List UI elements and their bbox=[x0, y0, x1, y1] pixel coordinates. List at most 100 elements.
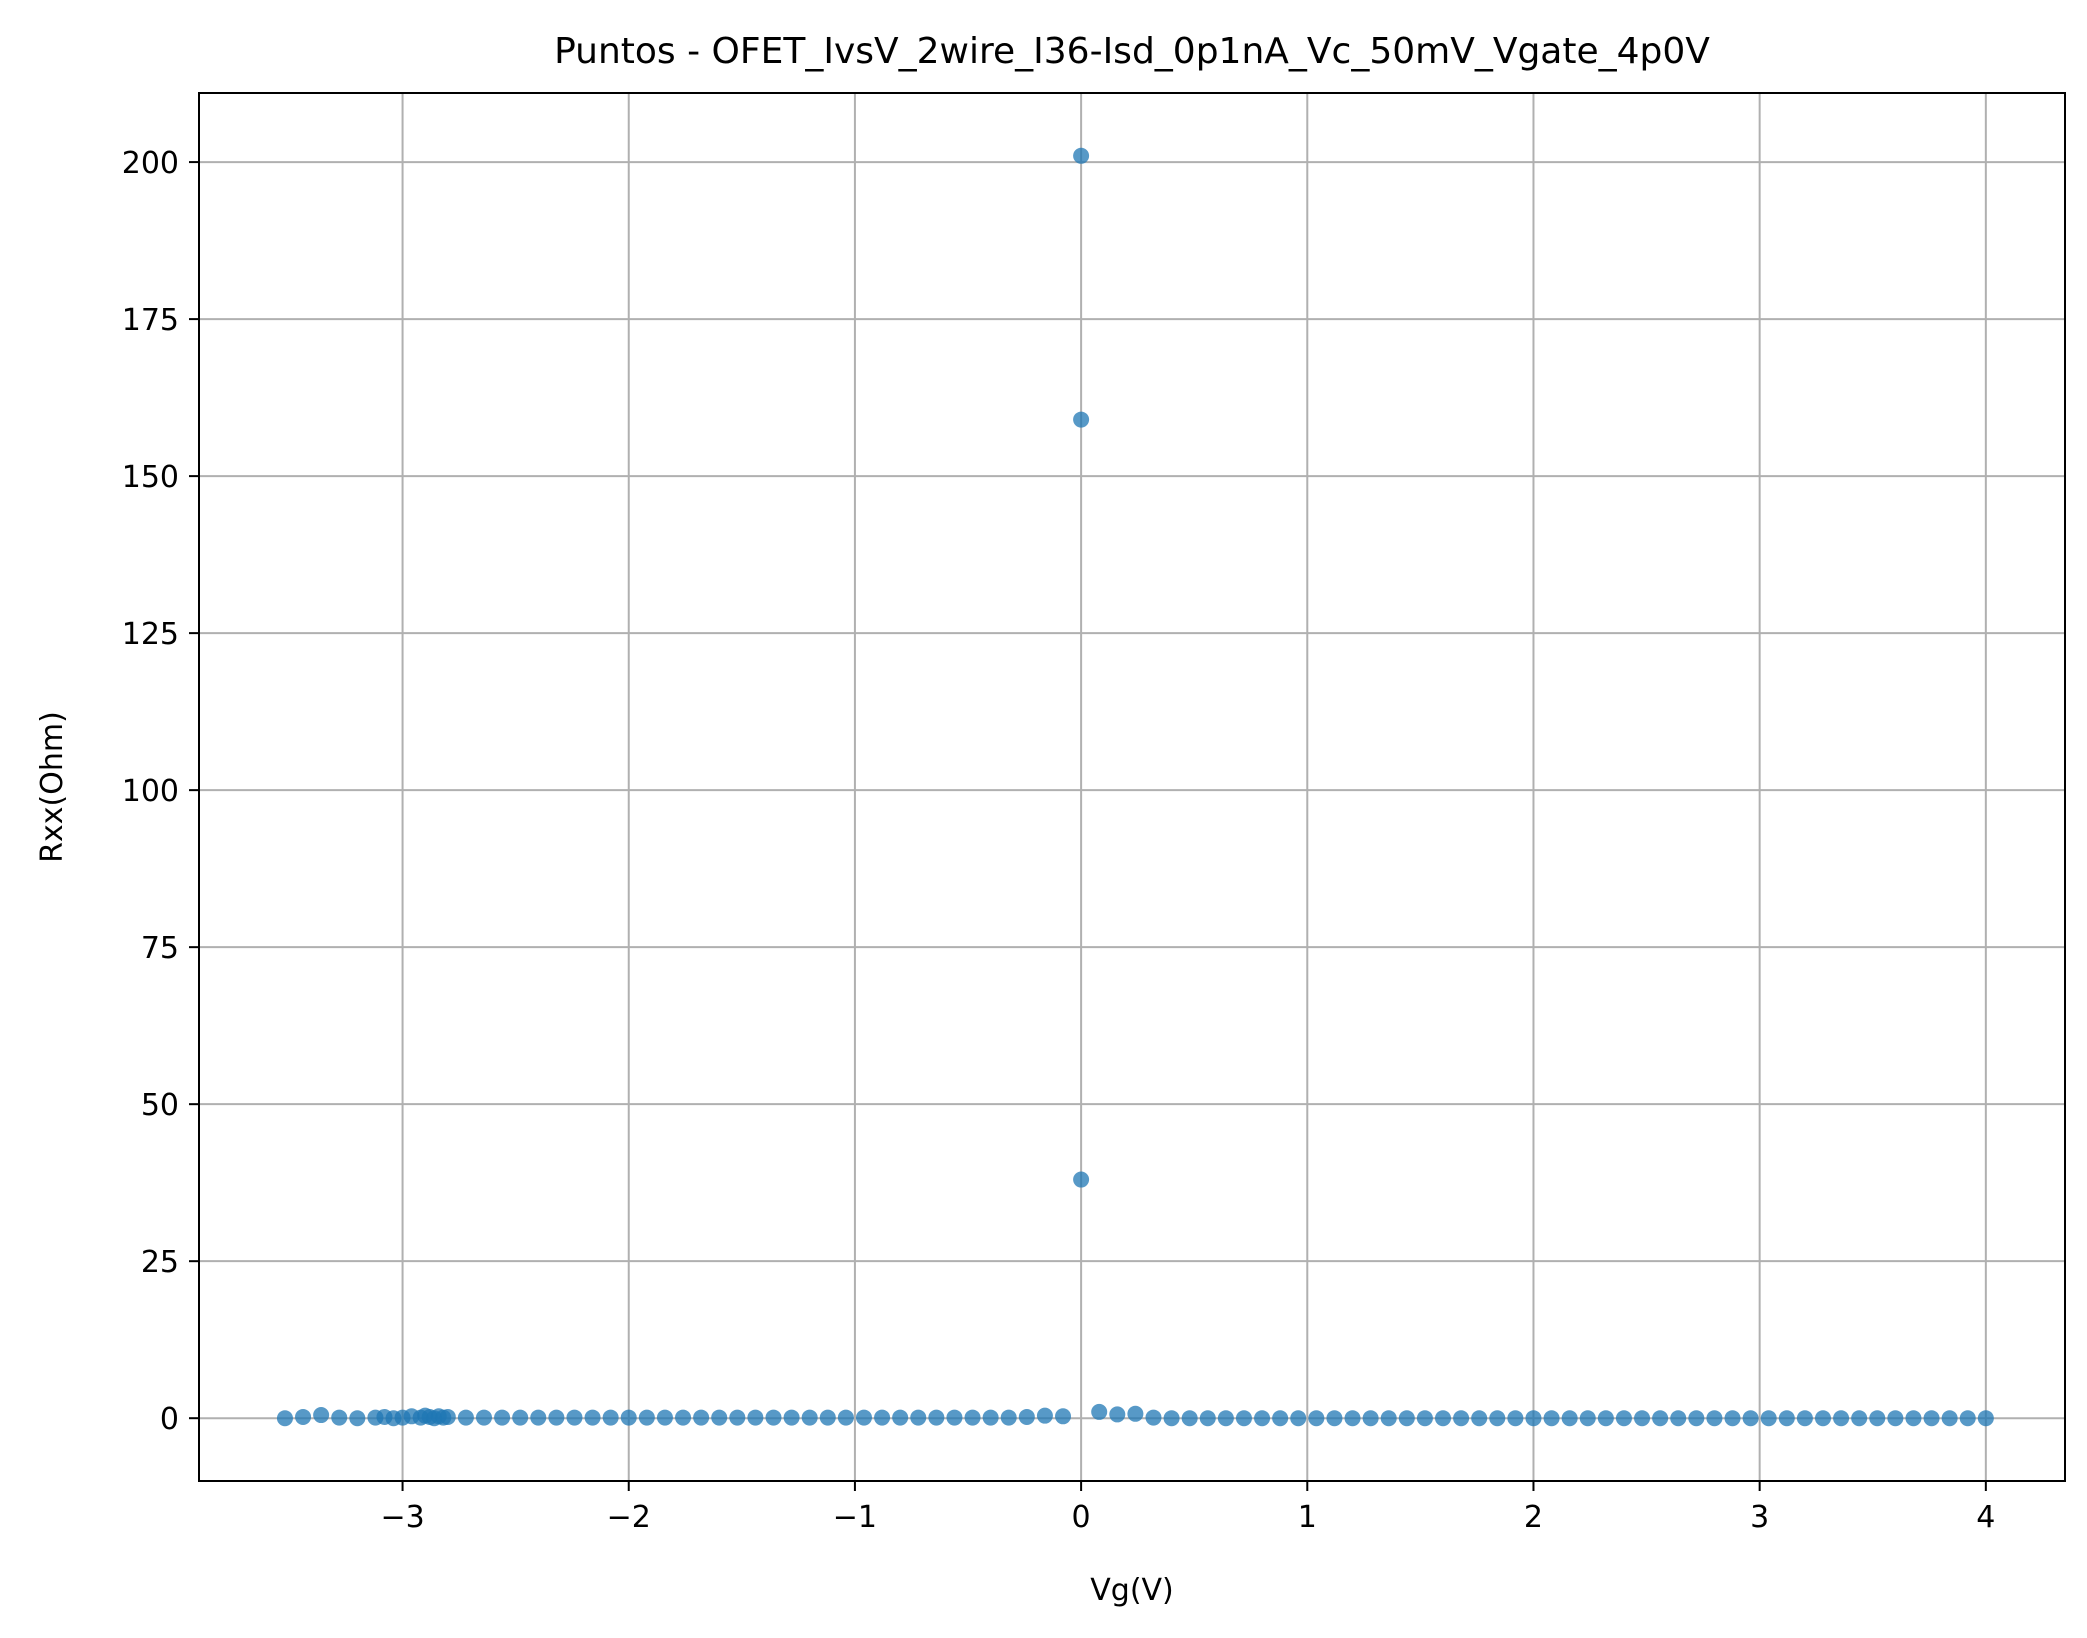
data-point bbox=[295, 1408, 312, 1425]
x-tick-label: 2 bbox=[1524, 1500, 1543, 1535]
data-point bbox=[475, 1409, 492, 1426]
data-point bbox=[1091, 1403, 1108, 1420]
x-axis-ticks: −3 −2 −1 0 1 2 3 4 bbox=[380, 1481, 1995, 1535]
data-point bbox=[910, 1409, 927, 1426]
grid-lines bbox=[199, 93, 2065, 1481]
data-point bbox=[693, 1409, 710, 1426]
data-point bbox=[1561, 1410, 1578, 1427]
y-axis-label: Rxx(Ohm) bbox=[35, 711, 70, 863]
y-tick-label: 0 bbox=[160, 1402, 179, 1437]
data-point bbox=[1000, 1409, 1017, 1426]
data-point bbox=[783, 1409, 800, 1426]
data-point bbox=[1435, 1410, 1451, 1427]
data-point bbox=[819, 1409, 836, 1426]
data-point bbox=[1525, 1410, 1542, 1427]
data-point bbox=[1923, 1410, 1940, 1427]
plot-frame bbox=[198, 92, 2066, 1482]
y-tick-label: 50 bbox=[141, 1088, 179, 1123]
data-point bbox=[1109, 1406, 1126, 1423]
data-point bbox=[1833, 1410, 1850, 1427]
y-tick-label: 200 bbox=[122, 146, 179, 181]
data-point bbox=[1181, 1410, 1198, 1427]
data-point bbox=[1869, 1410, 1886, 1427]
data-point bbox=[1308, 1410, 1325, 1427]
data-point bbox=[964, 1409, 981, 1426]
data-point bbox=[1036, 1407, 1053, 1424]
data-point bbox=[1471, 1410, 1488, 1427]
data-point bbox=[1235, 1410, 1252, 1427]
data-point bbox=[584, 1409, 601, 1426]
data-point bbox=[1055, 1408, 1072, 1425]
data-point bbox=[620, 1409, 637, 1426]
data-point bbox=[675, 1409, 692, 1426]
data-point bbox=[874, 1409, 891, 1426]
data-point bbox=[1597, 1410, 1614, 1427]
y-tick-label: 25 bbox=[141, 1245, 179, 1280]
y-tick-label: 75 bbox=[141, 931, 179, 966]
x-tick-label: 1 bbox=[1298, 1500, 1317, 1535]
data-point bbox=[765, 1409, 782, 1426]
data-point bbox=[1489, 1410, 1506, 1427]
data-point bbox=[1398, 1410, 1415, 1427]
data-point bbox=[1778, 1410, 1795, 1427]
x-tick-label: −1 bbox=[833, 1500, 877, 1535]
data-point bbox=[1670, 1410, 1687, 1427]
y-tick-label: 100 bbox=[122, 774, 179, 809]
data-point bbox=[1018, 1408, 1035, 1425]
data-point bbox=[530, 1409, 547, 1426]
data-point bbox=[1959, 1410, 1976, 1427]
data-point bbox=[1362, 1410, 1379, 1427]
data-point bbox=[1706, 1410, 1723, 1427]
data-point bbox=[747, 1409, 764, 1426]
data-point bbox=[1760, 1410, 1777, 1427]
x-axis-label: Vg(V) bbox=[1090, 1573, 1174, 1608]
data-point bbox=[1688, 1410, 1705, 1427]
data-point bbox=[1254, 1410, 1271, 1427]
data-point bbox=[1127, 1405, 1144, 1422]
data-point bbox=[1199, 1410, 1216, 1427]
y-tick-label: 125 bbox=[122, 617, 179, 652]
data-point bbox=[512, 1409, 529, 1426]
data-point bbox=[1073, 1171, 1090, 1188]
data-point bbox=[855, 1409, 872, 1426]
x-tick-label: 3 bbox=[1750, 1500, 1769, 1535]
data-point bbox=[1579, 1410, 1596, 1427]
data-point bbox=[1380, 1410, 1397, 1427]
data-point bbox=[801, 1409, 818, 1426]
y-tick-label: 175 bbox=[122, 303, 179, 338]
data-point bbox=[1615, 1410, 1632, 1427]
data-point bbox=[1163, 1410, 1180, 1427]
data-point bbox=[711, 1409, 728, 1426]
data-point bbox=[494, 1409, 511, 1426]
x-tick-label: 0 bbox=[1072, 1500, 1091, 1535]
data-point bbox=[1416, 1410, 1433, 1427]
data-point bbox=[1453, 1410, 1470, 1427]
data-point bbox=[276, 1410, 293, 1427]
data-point bbox=[892, 1409, 909, 1426]
data-point bbox=[1073, 147, 1090, 164]
data-point bbox=[1652, 1410, 1669, 1427]
data-point bbox=[1326, 1410, 1343, 1427]
data-point bbox=[548, 1409, 565, 1426]
data-point bbox=[1272, 1410, 1289, 1427]
data-points bbox=[276, 147, 1994, 1427]
data-point bbox=[656, 1409, 673, 1426]
data-point bbox=[638, 1409, 655, 1426]
data-point bbox=[1905, 1410, 1922, 1427]
x-tick-label: −2 bbox=[607, 1500, 651, 1535]
data-point bbox=[982, 1409, 999, 1426]
data-point bbox=[1217, 1410, 1234, 1427]
data-point bbox=[1634, 1410, 1651, 1427]
data-point bbox=[837, 1409, 854, 1426]
data-point bbox=[1344, 1410, 1361, 1427]
y-tick-label: 150 bbox=[122, 460, 179, 495]
data-point bbox=[729, 1409, 746, 1426]
data-point bbox=[1977, 1410, 1994, 1427]
data-point bbox=[457, 1409, 474, 1426]
data-point bbox=[1814, 1410, 1831, 1427]
data-point bbox=[349, 1410, 366, 1427]
data-point bbox=[1851, 1410, 1868, 1427]
data-point bbox=[946, 1409, 963, 1426]
